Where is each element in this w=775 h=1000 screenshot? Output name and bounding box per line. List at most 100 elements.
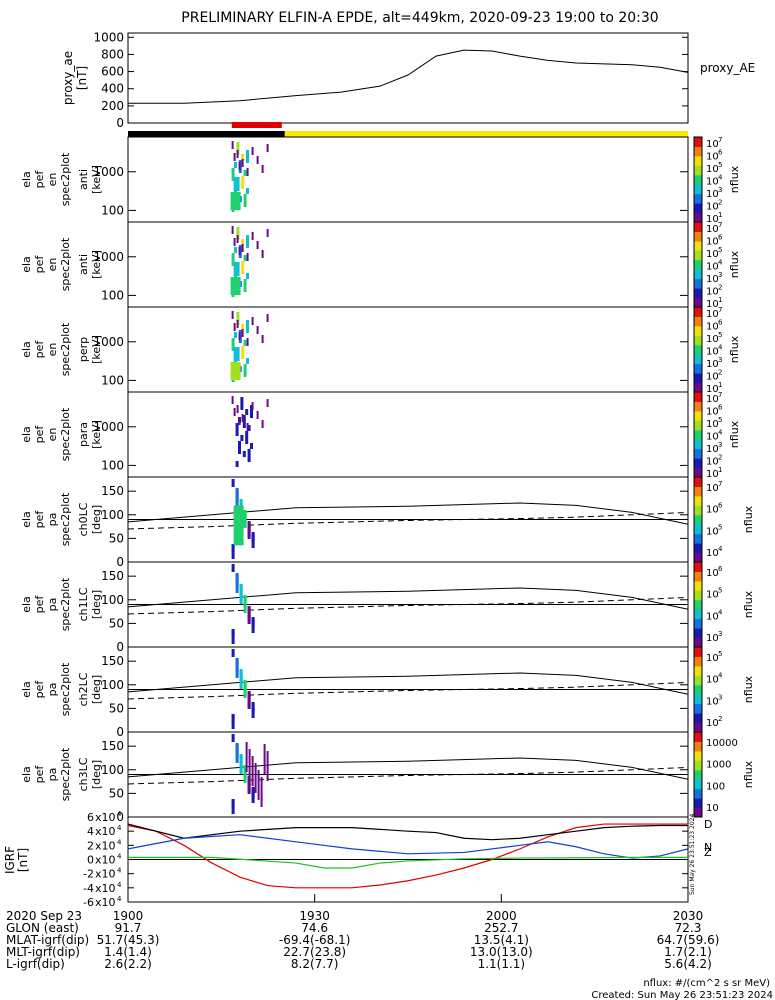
pitch-colorbar-band [694, 571, 702, 582]
pitch-colorbar-band [694, 590, 702, 601]
spectrum-colorbar-band [694, 297, 702, 308]
colorbar-tick-exp: 5 [718, 331, 722, 339]
spectrum-ylabel: pef [33, 170, 46, 189]
pitch-tick-label: 100 [101, 508, 124, 522]
colorbar-tick-label: 10 [706, 407, 719, 418]
spectrum-colorbar-band [694, 203, 702, 214]
igrf-tick-base: x10 [95, 811, 116, 824]
igrf-tick-base: x10 [95, 896, 116, 909]
spectrum-ylabel2: anti [77, 254, 90, 275]
spectrum-colorbar-band [694, 307, 702, 317]
pitch-colorbar-band [694, 637, 702, 648]
igrf-tick-exp: 4 [117, 895, 122, 903]
pitch-tick-label: 150 [101, 569, 124, 583]
spectrum-burst-cell [243, 255, 247, 261]
spectrum-burst-dot [266, 229, 269, 237]
colorbar-tick-label: 10 [706, 224, 719, 235]
colorbar-tick-exp: 4 [718, 174, 723, 182]
pitch-ylabel: pa [46, 768, 59, 782]
spectrum-burst-dot [246, 253, 249, 261]
spectrum-colorbar-band [694, 467, 702, 478]
pitch-ylabel2: ch0LC [77, 502, 90, 536]
spectrum-burst-dot [241, 159, 244, 167]
pitch-ylabel: spec2plot [59, 747, 72, 801]
spectrum-colorbar-band [694, 429, 702, 440]
chart-title: PRELIMINARY ELFIN-A EPDE, alt=449km, 202… [181, 10, 658, 26]
x-tick-label: 2030 [673, 909, 704, 923]
pitch-burst-cell [243, 510, 247, 521]
x-row-value: 1.1(1.1) [478, 957, 526, 971]
pitch-colorbar-band [694, 609, 702, 620]
spectrum-burst-cell [245, 409, 249, 415]
spectrum-burst-cell [247, 425, 251, 431]
spectrum-ylabel: pef [33, 425, 46, 444]
igrf-tick-exp: 4 [117, 810, 122, 818]
igrf-legend-N: N [704, 841, 712, 854]
spectrum-ylabel: ela [20, 341, 33, 358]
colorbar-tick-exp: 1 [718, 381, 722, 389]
pitch-burst-cell [243, 595, 247, 606]
colorbar-tick-label: 10 [706, 526, 719, 537]
x-row-value: 51.7(45.3) [97, 933, 160, 947]
pitch-yunit: [deg] [90, 760, 103, 789]
spectrum-tick-label: 1000 [93, 250, 124, 264]
pitch-colorbar-band [694, 505, 702, 516]
colorbar-tick-label: 10 [706, 202, 719, 213]
spectrum-burst-core [233, 262, 240, 276]
colorbar-label: nflux [742, 675, 755, 703]
spectrum-ylabel: spec2plot [59, 322, 72, 376]
spectrum-burst-dot [241, 244, 244, 252]
spectrum-colorbar-band [694, 392, 702, 402]
colorbar-tick-label: 10 [706, 334, 719, 345]
colorbar-label: nflux [728, 250, 741, 278]
ae-frame [127, 32, 689, 124]
colorbar-tick-label: 10 [706, 505, 719, 516]
spectrum-colorbar-band [694, 165, 702, 176]
ae-tick-label: 1000 [93, 30, 124, 44]
pitch-colorbar-band [694, 769, 702, 780]
spectrum-burst-cell [246, 150, 249, 163]
x-row-label: MLT-igrf(dip) [6, 945, 80, 959]
colorbar-tick-exp: 7 [718, 306, 722, 314]
spectrum-burst-cell [241, 176, 245, 189]
colorbar-tick-exp: 1 [718, 296, 722, 304]
pitch-tick-label: 0 [116, 640, 124, 654]
pitch-ylabel: ela [20, 511, 33, 528]
x-row-value: 1.7(2.1) [664, 945, 712, 959]
igrf-tick-label: -2 [83, 868, 94, 881]
pitch-colorbar-band [694, 580, 702, 591]
colorbar-tick-exp: 2 [718, 454, 722, 462]
igrf-tick-label: -6 [83, 896, 94, 909]
colorbar-tick-exp: 5 [718, 523, 722, 531]
colorbar-tick-label: 10 [706, 590, 719, 601]
x-tick-label: 1930 [299, 909, 330, 923]
colorbar-tick-exp: 2 [718, 715, 722, 723]
colorbar-tick-exp: 3 [718, 271, 722, 279]
igrf-tick-exp: 4 [117, 853, 122, 861]
pitch-colorbar-band [694, 675, 702, 686]
spectrum-colorbar-band [694, 373, 702, 384]
igrf-yunit: [nT] [16, 848, 30, 872]
pitch-burst-cell [231, 649, 235, 657]
pitch-tick-label: 150 [101, 484, 124, 498]
spectrum-burst-cell [240, 435, 244, 441]
colorbar-tick-exp: 5 [718, 161, 722, 169]
spectrum-tick-label: 100 [101, 288, 124, 302]
spectrum-yunit: [keV] [90, 420, 103, 449]
spectrum-burst-dot [246, 423, 249, 431]
ae-panel: 1000 800 600 400 200 0 proxy_ae [nT] proxy_AE [61, 30, 755, 130]
pitch-colorbar-band [694, 760, 702, 771]
colorbar-tick-label: 10 [706, 322, 719, 333]
pitch-burst-cell [239, 669, 243, 687]
igrf-series-Green [128, 856, 688, 869]
pitch-colorbar-band [694, 628, 702, 639]
pitch-burst-stripe [245, 742, 248, 772]
colorbar-tick-label: 1000 [706, 760, 731, 771]
pitch-burst-stripe [248, 749, 251, 779]
spectrum-burst-cell [241, 261, 245, 274]
spectrum-tick-label: 100 [101, 458, 124, 472]
spectrum-colorbar-band [694, 155, 702, 166]
pitch-ylabel: spec2plot [59, 662, 72, 716]
